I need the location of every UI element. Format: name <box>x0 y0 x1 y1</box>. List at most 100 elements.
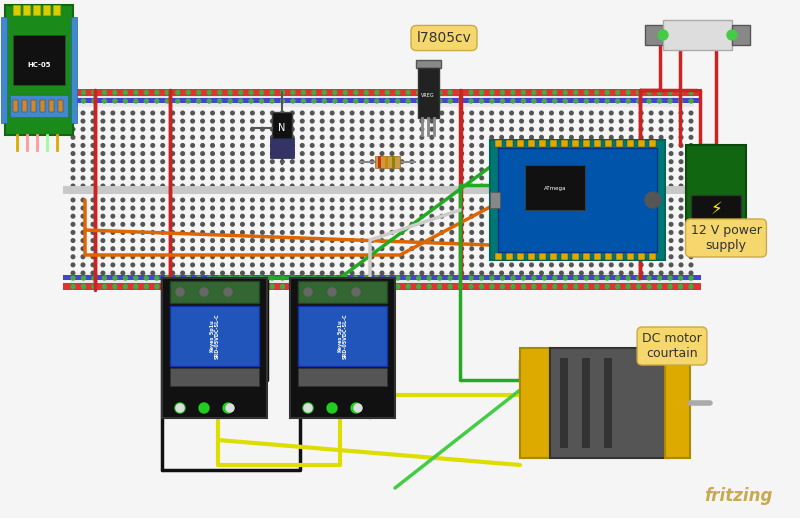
Circle shape <box>327 403 337 413</box>
Bar <box>71 17 77 123</box>
Circle shape <box>630 271 633 275</box>
Circle shape <box>111 247 114 251</box>
Circle shape <box>121 214 125 218</box>
Circle shape <box>171 239 174 242</box>
Circle shape <box>550 271 554 275</box>
Circle shape <box>619 176 623 180</box>
Circle shape <box>320 247 324 251</box>
Circle shape <box>360 184 364 188</box>
Circle shape <box>81 160 85 164</box>
Bar <box>270 138 294 158</box>
Circle shape <box>420 127 424 131</box>
Circle shape <box>659 176 663 180</box>
Circle shape <box>310 143 314 147</box>
Circle shape <box>690 223 693 226</box>
Circle shape <box>333 284 337 289</box>
Circle shape <box>380 152 384 155</box>
Circle shape <box>410 231 414 234</box>
Circle shape <box>101 198 105 202</box>
Circle shape <box>320 239 324 242</box>
Circle shape <box>191 239 194 242</box>
Circle shape <box>210 160 214 164</box>
Circle shape <box>350 247 354 251</box>
Circle shape <box>647 99 651 103</box>
Circle shape <box>659 206 663 210</box>
Circle shape <box>530 184 534 188</box>
Bar <box>385 156 388 168</box>
Bar <box>686 145 746 225</box>
Circle shape <box>310 271 314 275</box>
Circle shape <box>540 127 543 131</box>
Circle shape <box>360 127 364 131</box>
Circle shape <box>560 168 563 171</box>
Circle shape <box>410 198 414 202</box>
Circle shape <box>250 136 254 139</box>
Bar <box>70 273 694 287</box>
Circle shape <box>501 99 505 103</box>
Circle shape <box>91 198 94 202</box>
Circle shape <box>270 119 274 123</box>
Circle shape <box>191 152 194 155</box>
Circle shape <box>390 271 394 275</box>
Circle shape <box>650 214 653 218</box>
Circle shape <box>599 239 603 242</box>
Bar <box>70 93 694 107</box>
Circle shape <box>350 127 354 131</box>
Circle shape <box>249 99 253 103</box>
Circle shape <box>249 276 253 280</box>
Circle shape <box>290 214 294 218</box>
Circle shape <box>210 184 214 188</box>
Circle shape <box>210 198 214 202</box>
Circle shape <box>390 206 394 210</box>
Circle shape <box>480 127 483 131</box>
Circle shape <box>154 284 158 289</box>
Circle shape <box>270 99 274 103</box>
Circle shape <box>590 127 593 131</box>
Circle shape <box>490 214 494 218</box>
Circle shape <box>430 214 434 218</box>
Circle shape <box>390 255 394 258</box>
Circle shape <box>210 247 214 251</box>
Circle shape <box>386 284 390 289</box>
Circle shape <box>500 176 503 180</box>
Circle shape <box>221 255 224 258</box>
Circle shape <box>261 255 264 258</box>
Circle shape <box>520 127 523 131</box>
Circle shape <box>440 143 444 147</box>
Circle shape <box>599 136 603 139</box>
Circle shape <box>440 111 444 115</box>
Circle shape <box>639 127 643 131</box>
Bar <box>63 275 701 280</box>
Circle shape <box>330 206 334 210</box>
Circle shape <box>690 231 693 234</box>
Circle shape <box>333 276 337 280</box>
Circle shape <box>542 99 546 103</box>
Circle shape <box>427 91 431 94</box>
Circle shape <box>333 99 337 103</box>
Circle shape <box>670 223 673 226</box>
Bar <box>490 192 500 208</box>
Circle shape <box>181 152 185 155</box>
Circle shape <box>241 127 244 131</box>
Circle shape <box>400 206 404 210</box>
Circle shape <box>550 111 554 115</box>
Text: DC motor
courtain: DC motor courtain <box>642 332 702 360</box>
Circle shape <box>281 239 284 242</box>
Circle shape <box>320 223 324 226</box>
Circle shape <box>594 284 598 289</box>
Circle shape <box>230 119 234 123</box>
Text: fritzing: fritzing <box>704 487 772 505</box>
Circle shape <box>81 198 85 202</box>
Circle shape <box>690 152 693 155</box>
Circle shape <box>550 160 554 164</box>
Circle shape <box>201 136 204 139</box>
Circle shape <box>71 284 75 289</box>
Circle shape <box>450 136 454 139</box>
Circle shape <box>290 271 294 275</box>
Circle shape <box>670 152 673 155</box>
Bar <box>418 68 439 118</box>
Circle shape <box>520 160 523 164</box>
Circle shape <box>230 214 234 218</box>
Circle shape <box>91 263 94 267</box>
Circle shape <box>560 255 563 258</box>
